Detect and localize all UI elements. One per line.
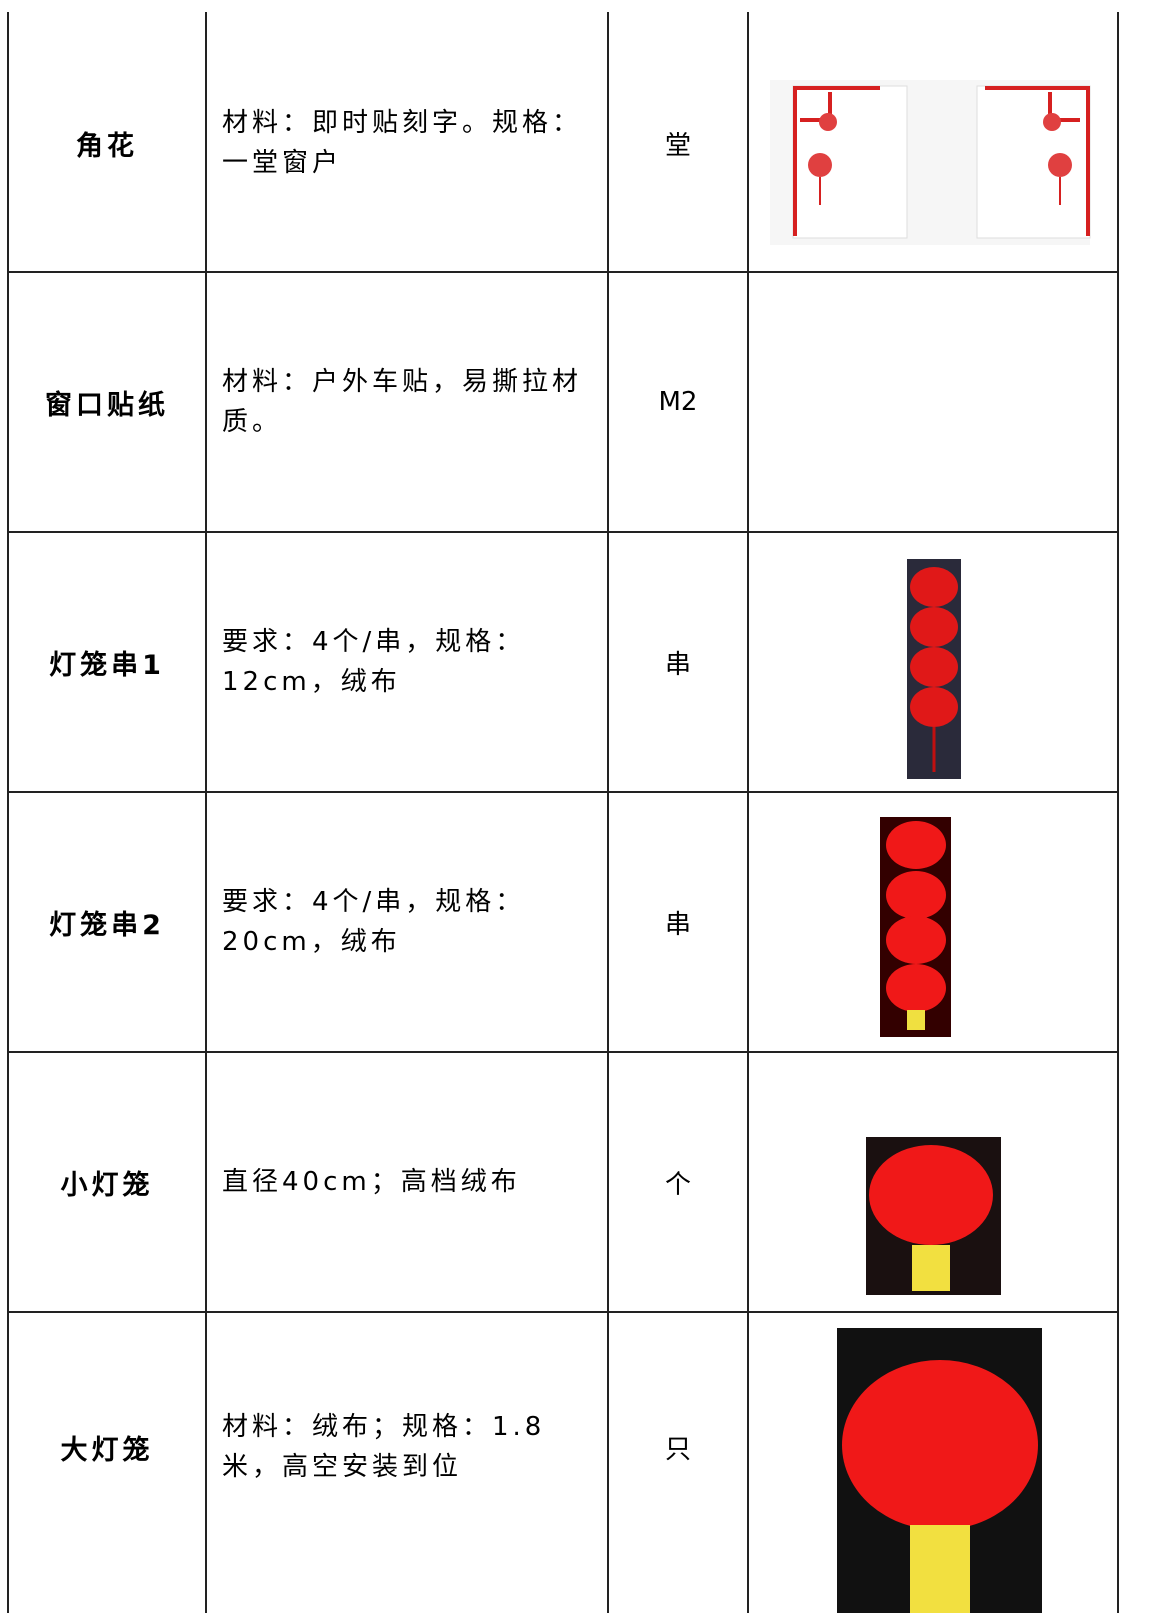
desc-text: 要求：4个/串，规格：20cm，绒布 bbox=[222, 887, 526, 957]
big-lantern-image bbox=[837, 1328, 1042, 1613]
cell-name: 灯笼串2 bbox=[8, 792, 206, 1052]
cell-name: 灯笼串1 bbox=[8, 532, 206, 792]
grid-lines bbox=[7, 12, 1119, 1613]
cell-desc: 要求：4个/串，规格：12cm，绒布 bbox=[206, 532, 608, 792]
cell-name: 大灯笼 bbox=[8, 1312, 206, 1582]
desc-text: 要求：4个/串，规格：12cm，绒布 bbox=[222, 627, 526, 697]
name-text: 大灯笼 bbox=[60, 1434, 154, 1466]
desc-text: 材料：即时贴刻字。规格：一堂窗户 bbox=[222, 108, 583, 178]
unit-text: 个 bbox=[664, 1169, 691, 1200]
name-text: 窗口贴纸 bbox=[45, 389, 169, 421]
cell-unit: 串 bbox=[608, 532, 748, 792]
corner-flower-image bbox=[770, 80, 1091, 245]
cell-desc: 直径40cm；高档绒布 bbox=[206, 1052, 608, 1312]
unit-text: 堂 bbox=[664, 130, 691, 161]
name-text: 灯笼串1 bbox=[49, 649, 165, 681]
cell-unit: 个 bbox=[608, 1052, 748, 1312]
cell-desc: 材料：即时贴刻字。规格：一堂窗户 bbox=[206, 14, 608, 272]
cell-name: 小灯笼 bbox=[8, 1052, 206, 1312]
cell-name: 角花 bbox=[8, 14, 206, 272]
cell-unit: 只 bbox=[608, 1312, 748, 1582]
name-text: 灯笼串2 bbox=[49, 909, 165, 941]
unit-text: M2 bbox=[658, 387, 698, 417]
cell-desc: 材料：户外车贴，易撕拉材质。 bbox=[206, 272, 608, 532]
name-text: 角花 bbox=[76, 130, 138, 162]
cell-desc: 材料：绒布；规格：1.8米，高空安装到位 bbox=[206, 1312, 608, 1582]
unit-text: 只 bbox=[664, 1434, 691, 1465]
name-text: 小灯笼 bbox=[60, 1169, 154, 1201]
cell-unit: M2 bbox=[608, 272, 748, 532]
desc-text: 材料：户外车贴，易撕拉材质。 bbox=[222, 367, 583, 437]
cell-name: 窗口贴纸 bbox=[8, 272, 206, 532]
cell-desc: 要求：4个/串，规格：20cm，绒布 bbox=[206, 792, 608, 1052]
cell-unit: 串 bbox=[608, 792, 748, 1052]
desc-text: 材料：绒布；规格：1.8米，高空安装到位 bbox=[222, 1412, 546, 1482]
unit-text: 串 bbox=[664, 649, 691, 680]
desc-text: 直径40cm；高档绒布 bbox=[222, 1167, 521, 1197]
cell-unit: 堂 bbox=[608, 14, 748, 272]
lantern-string-1-image bbox=[907, 559, 961, 779]
unit-text: 串 bbox=[664, 909, 691, 940]
small-lantern-image bbox=[866, 1137, 1001, 1295]
lantern-string-2-image bbox=[880, 817, 951, 1037]
